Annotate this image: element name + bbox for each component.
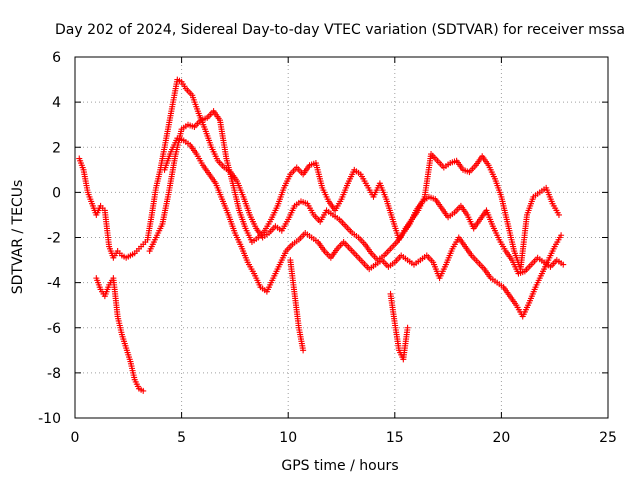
grid: [75, 57, 608, 418]
data-points: [76, 76, 567, 394]
data-point: [404, 324, 411, 331]
data-point: [140, 387, 147, 394]
y-tick-label: -6: [47, 321, 61, 337]
x-tick-label: 5: [177, 430, 186, 446]
data-point: [558, 232, 565, 239]
chart-title: Day 202 of 2024, Sidereal Day-to-day VTE…: [55, 22, 625, 38]
x-tick-label: 20: [492, 430, 510, 446]
data-point: [560, 261, 567, 268]
data-point: [300, 347, 307, 354]
x-tick-label: 0: [71, 430, 80, 446]
y-tick-label: 6: [52, 50, 61, 66]
y-tick-label: -10: [38, 411, 61, 427]
y-tick-label: 0: [52, 185, 61, 201]
y-tick-label: -8: [47, 366, 61, 382]
x-tick-label: 15: [386, 430, 404, 446]
data-point: [555, 211, 562, 218]
y-tick-label: -4: [47, 276, 61, 292]
y-tick-label: 4: [52, 95, 61, 111]
y-tick-label: -2: [47, 231, 61, 247]
x-axis-label: GPS time / hours: [281, 458, 398, 474]
x-tick-label: 10: [279, 430, 297, 446]
x-tick-label: 25: [599, 430, 617, 446]
axes: 0 5 10 15 20 25 -10 -8 -6 -4 -2 0 2 4 6: [38, 50, 617, 446]
y-tick-label: 2: [52, 140, 61, 156]
y-axis-label: SDTVAR / TECUs: [10, 180, 26, 295]
